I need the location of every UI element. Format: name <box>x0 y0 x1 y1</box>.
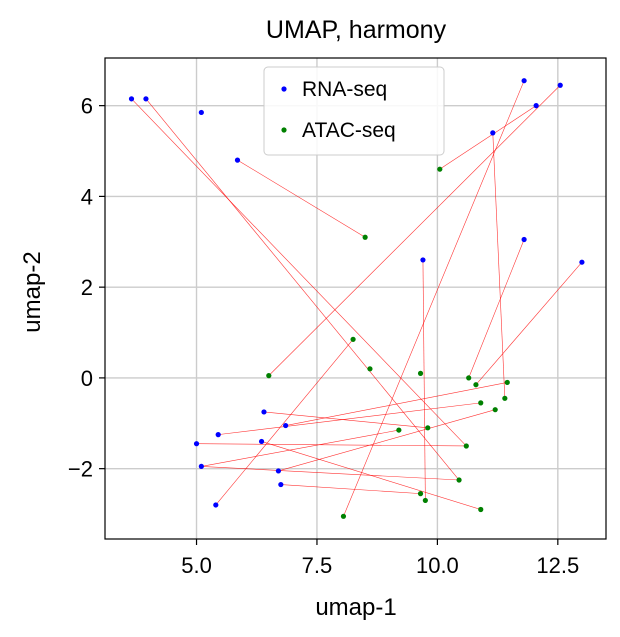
point-atac-seq <box>417 370 424 376</box>
y-tick-label: −2 <box>68 457 93 482</box>
point-atac-seq <box>425 425 431 431</box>
link-line <box>492 132 506 399</box>
point-atac-seq <box>417 491 424 497</box>
point-atac-seq <box>437 166 443 172</box>
point-atac-seq <box>340 513 347 519</box>
link-line <box>196 443 467 447</box>
x-tick-label: 5.0 <box>181 553 212 578</box>
point-rna-seq <box>143 96 149 102</box>
legend-box <box>263 66 445 156</box>
point-atac-seq <box>422 497 428 504</box>
point-rna-seq <box>234 157 241 163</box>
point-rna-seq <box>193 441 200 447</box>
x-tick-label: 12.5 <box>536 553 579 578</box>
link-line <box>218 402 481 435</box>
point-atac-seq <box>478 506 484 513</box>
point-atac-seq <box>350 336 356 342</box>
link-line <box>475 262 583 385</box>
point-atac-seq <box>478 400 484 406</box>
legend-label-atac-seq: ATAC-seq <box>302 119 396 142</box>
link-line <box>215 339 354 506</box>
point-atac-seq <box>266 373 272 379</box>
point-atac-seq <box>466 375 472 381</box>
link-line <box>268 85 561 376</box>
link-line <box>131 98 467 447</box>
point-rna-seq <box>533 103 539 109</box>
point-atac-seq <box>396 427 402 433</box>
point-atac-seq <box>473 382 479 388</box>
point-rna-seq <box>215 432 221 438</box>
point-rna-seq <box>579 259 585 265</box>
point-atac-seq <box>463 443 469 449</box>
link-line <box>439 105 537 170</box>
point-rna-seq <box>128 96 135 102</box>
point-rna-seq <box>275 468 282 474</box>
x-tick-label: 10.0 <box>416 553 459 578</box>
point-rna-seq <box>278 481 284 488</box>
point-rna-seq <box>557 82 563 88</box>
link-line <box>201 466 460 481</box>
point-rna-seq <box>490 130 496 136</box>
point-rna-seq <box>420 257 426 263</box>
point-atac-seq <box>362 234 368 240</box>
point-rna-seq <box>521 78 527 84</box>
link-line <box>145 98 460 481</box>
link-line <box>285 382 508 426</box>
point-atac-seq <box>492 407 498 413</box>
x-tick-label: 7.5 <box>302 553 333 578</box>
chart-title: UMAP, harmony <box>266 16 447 44</box>
point-rna-seq <box>198 463 204 469</box>
point-atac-seq <box>502 395 508 401</box>
plot-frame <box>104 57 607 540</box>
point-rna-seq <box>283 422 289 429</box>
y-axis-label: umap-2 <box>19 251 46 332</box>
axis-ticks: 5.0 7.5 10.0 12.5 −2 0 2 4 6 <box>68 94 579 578</box>
legend-marker-atac-seq <box>281 127 287 133</box>
x-axis-label: umap-1 <box>315 594 396 621</box>
data-points <box>128 78 585 519</box>
link-line <box>237 159 366 238</box>
link-line <box>280 484 421 494</box>
point-atac-seq <box>456 477 462 483</box>
link-line <box>278 409 496 472</box>
link-line <box>263 411 428 429</box>
point-rna-seq <box>261 409 267 415</box>
y-tick-label: 4 <box>81 184 93 209</box>
y-tick-label: 6 <box>81 94 93 119</box>
y-tick-label: 0 <box>81 366 93 391</box>
link-line <box>422 259 426 501</box>
link-line <box>201 429 399 467</box>
point-atac-seq <box>367 366 373 372</box>
point-rna-seq <box>213 502 219 508</box>
legend-marker-rna-seq <box>281 86 287 92</box>
link-line <box>468 239 525 379</box>
legend-label-rna-seq: RNA-seq <box>302 78 387 101</box>
point-rna-seq <box>198 109 204 116</box>
legend: RNA-seq ATAC-seq <box>263 66 445 156</box>
point-rna-seq <box>521 236 527 243</box>
point-atac-seq <box>504 379 510 386</box>
point-rna-seq <box>258 438 265 445</box>
y-tick-label: 2 <box>81 275 93 300</box>
link-lines <box>131 80 583 517</box>
